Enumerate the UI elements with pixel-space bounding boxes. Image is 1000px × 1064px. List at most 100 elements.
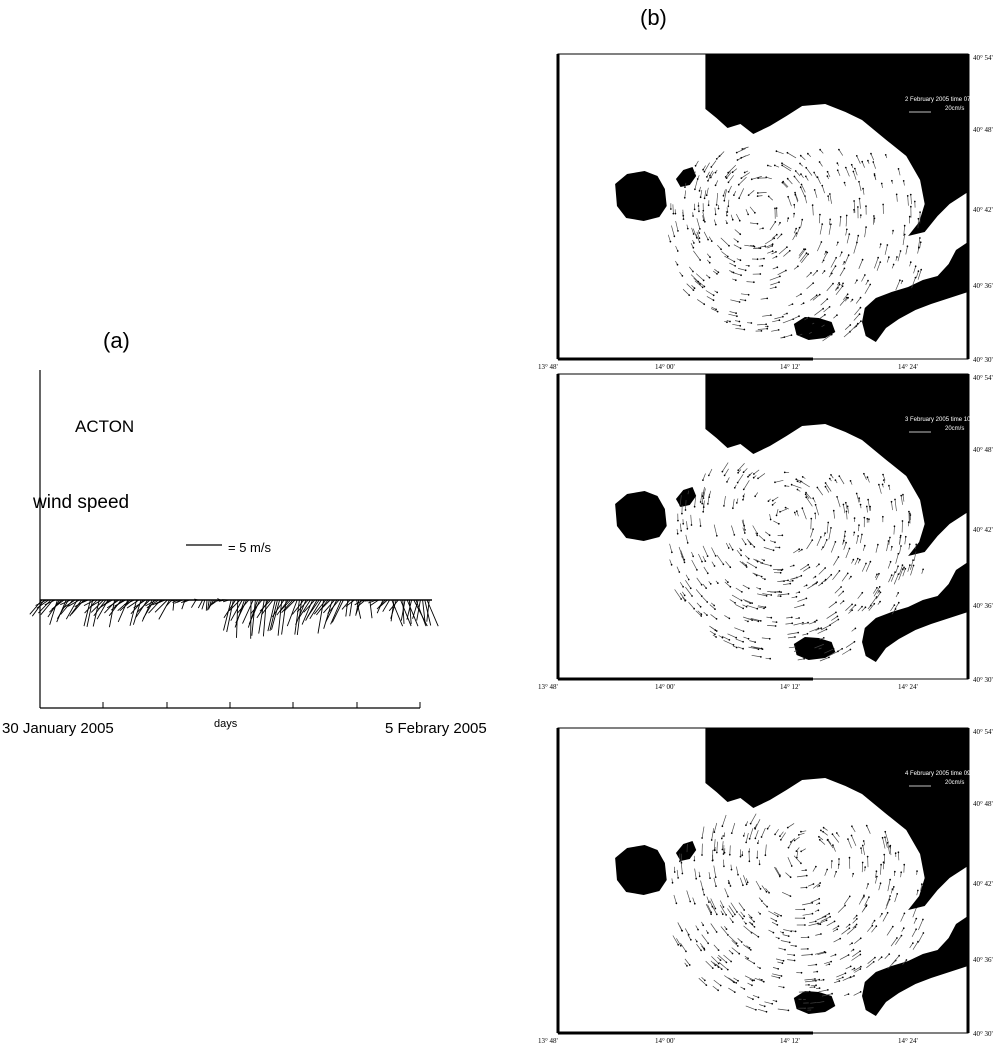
vector-origin <box>732 953 734 955</box>
vector-origin <box>701 613 703 615</box>
vector-origin <box>835 479 837 481</box>
vector-origin <box>706 176 708 178</box>
vector-origin <box>791 617 793 619</box>
vector-origin <box>846 511 848 513</box>
vector-origin <box>882 204 884 206</box>
vector-origin <box>727 211 729 213</box>
vector-origin <box>896 893 898 895</box>
vector-origin <box>836 314 838 316</box>
vector-origin <box>851 942 853 944</box>
vector-origin <box>708 475 710 477</box>
vector-origin <box>788 593 790 595</box>
vector-origin <box>682 586 684 588</box>
vector-origin <box>856 493 858 495</box>
lon-label: 14° 12' <box>780 683 800 691</box>
vector-origin <box>751 984 753 986</box>
vector-origin <box>763 981 765 983</box>
vector-origin <box>849 924 851 926</box>
vector-origin <box>798 548 800 550</box>
vector-origin <box>753 477 755 479</box>
vector-origin <box>800 155 802 157</box>
vector-origin <box>745 842 747 844</box>
vector-origin <box>756 608 758 610</box>
vector-origin <box>902 564 904 566</box>
vector-origin <box>716 292 718 294</box>
vector-origin <box>763 258 765 260</box>
vector-origin <box>736 502 738 504</box>
vector-origin <box>859 559 861 561</box>
vector-origin <box>920 269 922 271</box>
vector-origin <box>706 194 708 196</box>
vector-origin <box>715 629 717 631</box>
vector-origin <box>707 503 709 505</box>
map-title: 4 February 2005 time 09:00 <box>905 771 979 777</box>
vector-origin <box>821 241 823 243</box>
vector-origin <box>860 847 862 849</box>
vector-origin <box>803 302 805 304</box>
vector-origin <box>802 622 804 624</box>
vector-origin <box>800 481 802 483</box>
vector-origin <box>868 896 870 898</box>
vector-origin <box>819 161 821 163</box>
vector-origin <box>829 193 831 195</box>
vector-origin <box>835 954 837 956</box>
vector-origin <box>714 633 716 635</box>
vector-origin <box>830 223 832 225</box>
vector-origin <box>847 838 849 840</box>
vector-origin <box>889 879 891 881</box>
vector-origin <box>726 321 728 323</box>
vector-origin <box>919 237 921 239</box>
vector-origin <box>706 614 708 616</box>
vector-origin <box>734 914 736 916</box>
vector-origin <box>685 509 687 511</box>
vector-origin <box>796 596 798 598</box>
vector-origin <box>808 936 810 938</box>
vector-origin <box>734 602 736 604</box>
vector-origin <box>757 478 759 480</box>
vector-origin <box>727 581 729 583</box>
vector-origin <box>824 1001 826 1003</box>
vector-origin <box>674 871 676 873</box>
vector-origin <box>704 980 706 982</box>
vector-origin <box>849 324 851 326</box>
vector-origin <box>778 523 780 525</box>
vector-origin <box>762 227 764 229</box>
vector-origin <box>815 576 817 578</box>
vector-origin <box>768 196 770 198</box>
vector-origin <box>806 887 808 889</box>
vector-origin <box>701 561 703 563</box>
vector-origin <box>825 916 827 918</box>
vector-origin <box>710 166 712 168</box>
vector-origin <box>827 175 829 177</box>
vector-origin <box>809 991 811 993</box>
vector-origin <box>826 298 828 300</box>
vector-origin <box>831 993 833 995</box>
vector-origin <box>737 159 739 161</box>
vector-origin <box>863 840 865 842</box>
vector-origin <box>682 523 684 525</box>
vector-origin <box>797 480 799 482</box>
vector-origin <box>905 568 907 570</box>
vector-origin <box>828 913 830 915</box>
vector-origin <box>900 535 902 537</box>
vector-origin <box>776 256 778 258</box>
vector-origin <box>837 162 839 164</box>
vector-origin <box>708 901 710 903</box>
vector-origin <box>770 314 772 316</box>
vector-origin <box>826 869 828 871</box>
vector-origin <box>891 501 893 503</box>
vector-origin <box>729 854 731 856</box>
vector-origin <box>873 961 875 963</box>
vector-origin <box>697 178 699 180</box>
vector-origin <box>757 177 759 179</box>
vector-origin <box>728 882 730 884</box>
vector-origin <box>793 204 795 206</box>
vector-origin <box>700 950 702 952</box>
wind-stick <box>391 600 394 621</box>
vector-origin <box>781 975 783 977</box>
vector-origin <box>800 173 802 175</box>
vector-origin <box>919 211 921 213</box>
vector-origin <box>681 862 683 864</box>
vector-origin <box>855 604 857 606</box>
vector-origin <box>846 215 848 217</box>
